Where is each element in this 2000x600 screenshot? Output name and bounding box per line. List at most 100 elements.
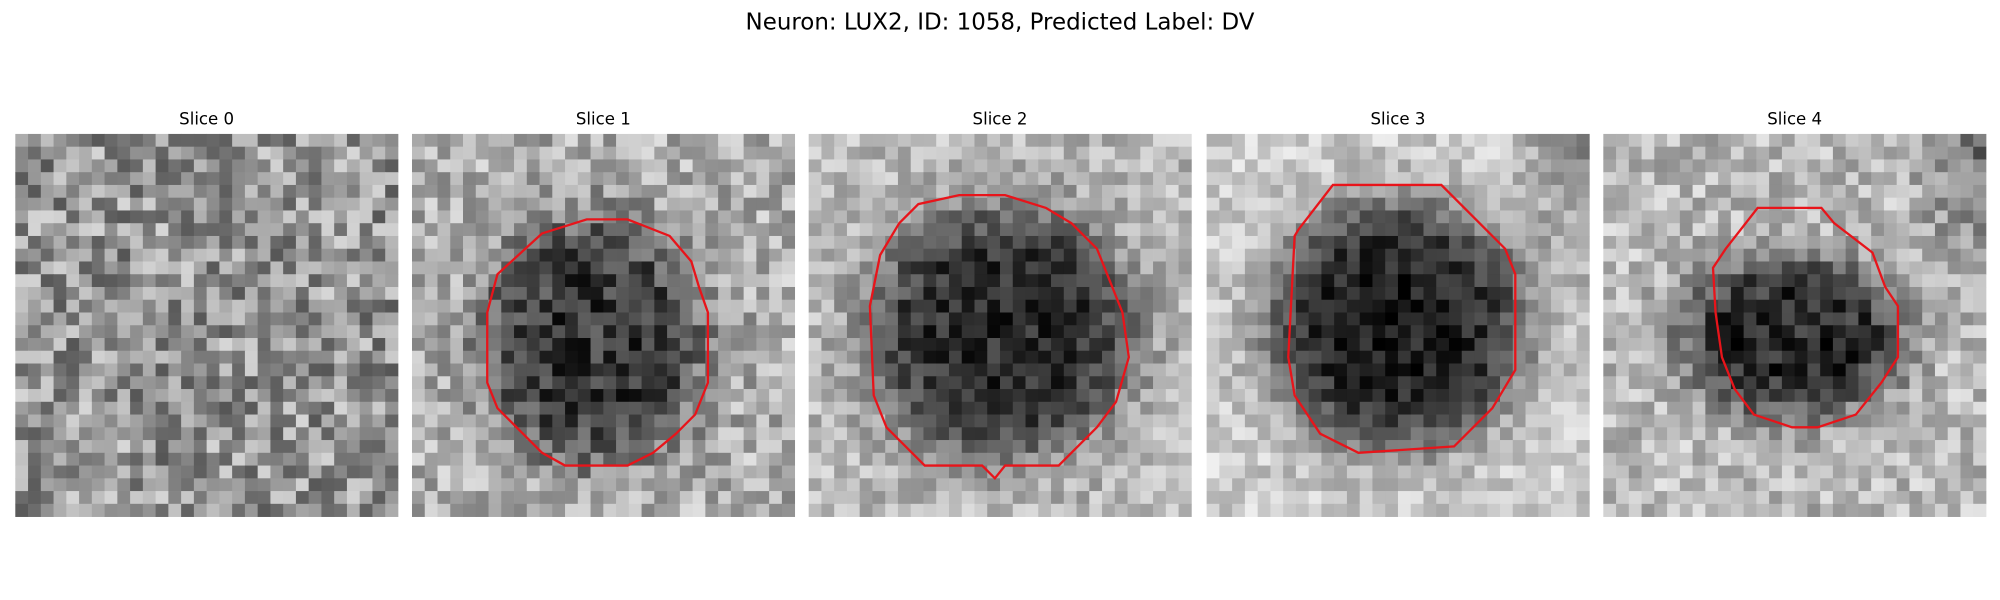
pixel xyxy=(1871,338,1885,352)
pixel xyxy=(654,184,668,199)
pixel xyxy=(270,299,284,313)
pixel xyxy=(808,235,822,250)
pixel xyxy=(28,133,42,148)
pixel xyxy=(730,197,745,211)
pixel xyxy=(923,210,937,224)
pixel xyxy=(641,427,655,441)
pixel xyxy=(1551,338,1565,352)
pixel xyxy=(28,312,42,326)
figure-title: Neuron: LUX2, ID: 1058, Predicted Label:… xyxy=(746,9,1255,35)
pixel xyxy=(66,478,80,492)
pixel xyxy=(1616,350,1630,364)
pixel xyxy=(1641,210,1655,224)
pixel xyxy=(821,197,835,211)
pixel xyxy=(1127,325,1141,339)
pixel xyxy=(283,223,297,237)
pixel xyxy=(1487,427,1501,441)
pixel xyxy=(808,299,822,313)
pixel xyxy=(1102,223,1116,237)
pixel xyxy=(1474,491,1488,505)
pixel xyxy=(1679,465,1693,479)
pixel xyxy=(1487,146,1501,160)
pixel xyxy=(1102,427,1116,441)
pixel xyxy=(705,184,719,199)
pixel xyxy=(1410,248,1424,262)
pixel xyxy=(295,261,310,275)
pixel xyxy=(846,452,861,466)
pixel xyxy=(1973,325,1987,339)
pixel xyxy=(1295,184,1310,199)
pixel xyxy=(961,146,975,160)
pixel xyxy=(1012,376,1026,390)
pixel xyxy=(821,491,835,505)
pixel xyxy=(53,338,67,352)
pixel xyxy=(1487,248,1501,262)
pixel xyxy=(1321,274,1335,288)
pixel xyxy=(1538,223,1552,237)
pixel xyxy=(1076,363,1090,377)
pixel xyxy=(1359,146,1373,160)
pixel xyxy=(66,401,80,415)
pixel xyxy=(1718,197,1732,211)
pixel xyxy=(1705,146,1719,160)
pixel xyxy=(641,172,655,186)
pixel xyxy=(859,363,873,377)
pixel xyxy=(1257,261,1271,275)
pixel xyxy=(1794,235,1808,250)
pixel xyxy=(193,389,208,403)
pixel xyxy=(450,248,464,262)
pixel xyxy=(15,363,29,377)
pixel xyxy=(1730,248,1745,262)
pixel xyxy=(514,197,528,211)
pixel xyxy=(743,159,757,173)
pixel xyxy=(641,133,655,148)
pixel xyxy=(1883,133,1898,148)
pixel xyxy=(1295,452,1310,466)
pixel xyxy=(1372,465,1386,479)
pixel xyxy=(1743,338,1757,352)
pixel xyxy=(1769,503,1783,517)
pixel xyxy=(730,401,745,415)
pixel xyxy=(385,325,399,339)
pixel xyxy=(66,325,80,339)
pixel xyxy=(1244,146,1259,160)
pixel xyxy=(961,274,975,288)
pixel xyxy=(1654,172,1668,186)
pixel xyxy=(654,452,668,466)
pixel xyxy=(781,286,796,301)
pixel xyxy=(372,452,386,466)
pixel xyxy=(270,452,284,466)
pixel xyxy=(1667,146,1681,160)
pixel xyxy=(346,299,361,313)
pixel xyxy=(859,350,873,364)
pixel xyxy=(987,389,1001,403)
pixel xyxy=(1295,338,1310,352)
pixel xyxy=(359,465,373,479)
pixel xyxy=(897,286,912,301)
pixel xyxy=(821,338,835,352)
pixel xyxy=(679,389,693,403)
pixel xyxy=(28,401,42,415)
pixel xyxy=(961,235,975,250)
pixel xyxy=(1909,312,1923,326)
pixel xyxy=(705,414,719,428)
pixel xyxy=(1934,363,1949,377)
pixel xyxy=(1654,401,1668,415)
pixel xyxy=(130,440,144,454)
pixel xyxy=(28,146,42,160)
pixel xyxy=(1257,414,1271,428)
pixel xyxy=(181,350,195,364)
pixel xyxy=(641,286,655,301)
pixel xyxy=(769,376,783,390)
pixel xyxy=(1153,338,1167,352)
pixel xyxy=(130,184,144,199)
pixel xyxy=(1025,248,1039,262)
pixel xyxy=(1896,376,1910,390)
pixel xyxy=(526,274,540,288)
pixel xyxy=(1692,210,1706,224)
pixel xyxy=(1603,478,1617,492)
pixel xyxy=(872,172,886,186)
pixel xyxy=(526,389,540,403)
pixel xyxy=(1858,312,1872,326)
pixel xyxy=(1206,133,1220,148)
